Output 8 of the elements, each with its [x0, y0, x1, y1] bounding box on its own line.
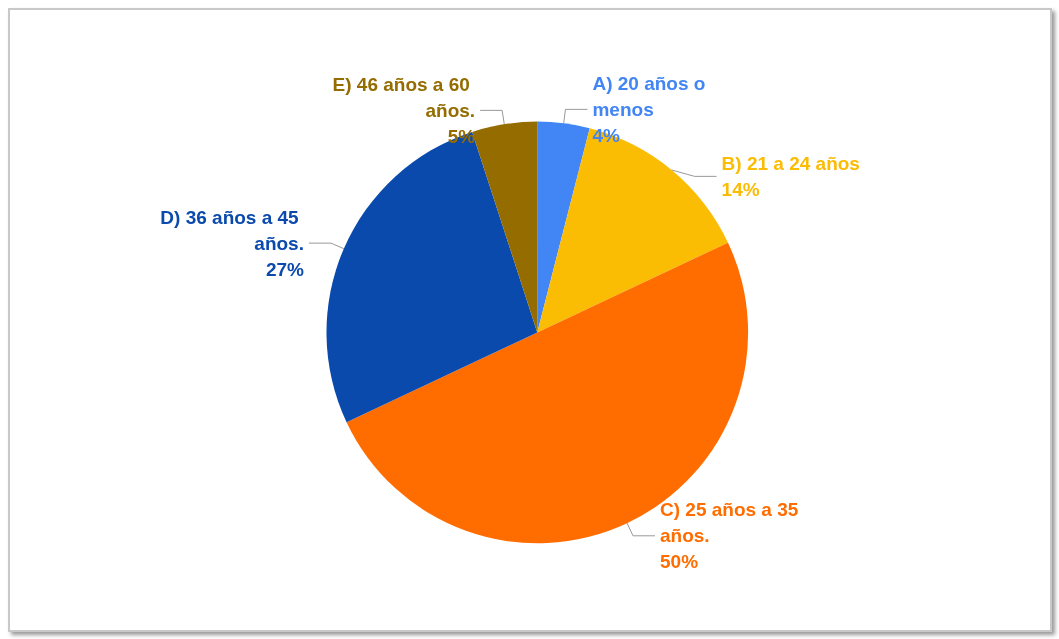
slice-label: C) 25 años a 35 años.: [660, 499, 804, 547]
slice-label: B) 21 a 24 años: [721, 152, 860, 174]
slice-label: A) 20 años o menos: [592, 72, 711, 120]
data-label: 27%: [265, 258, 305, 280]
slice-label: D) 36 años a 45 años.: [160, 206, 304, 254]
slice-label: E) 46 años a 60 años.: [332, 73, 476, 121]
data-label: 50%: [660, 551, 699, 573]
data-label: 14%: [721, 178, 760, 200]
